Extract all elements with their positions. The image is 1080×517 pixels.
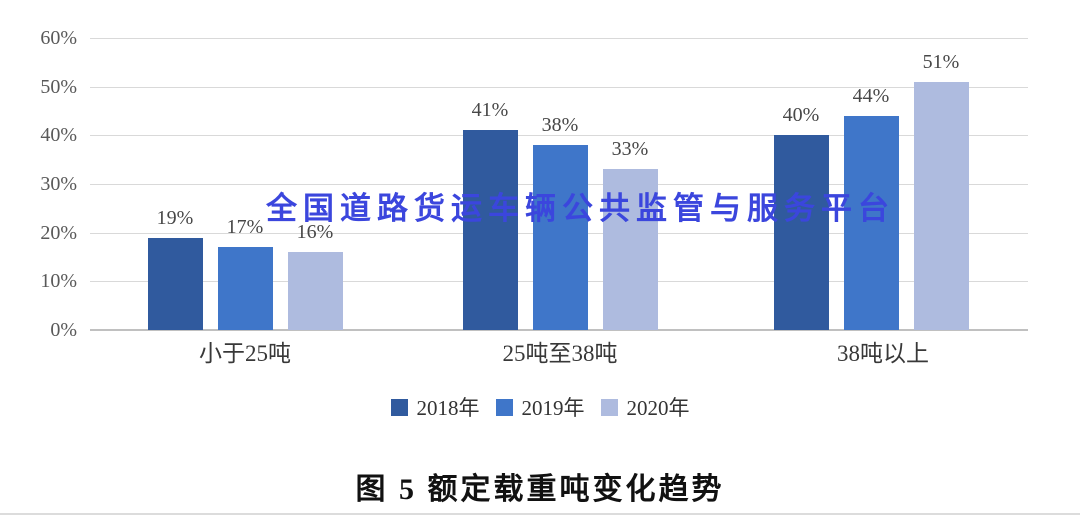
bar-value-label: 51% (922, 50, 960, 73)
x-category-label-38吨以上: 38吨以上 (837, 341, 929, 366)
legend-swatch-icon (495, 398, 513, 416)
bar-2018年-38吨以上 (773, 135, 829, 330)
x-category-label-25吨至38吨: 25吨至38吨 (502, 341, 618, 366)
figure-caption: 图 5 额定载重吨变化趋势 (355, 473, 725, 506)
gridline-50% (90, 86, 1028, 88)
bar-2018年-25吨至38吨 (462, 130, 518, 330)
legend-label: 2019年 (521, 396, 585, 420)
y-tick-label-10%: 10% (40, 270, 77, 293)
watermark-text: 全国道路货运车辆公共监管与服务平台 (266, 191, 895, 226)
gridline-40% (90, 135, 1028, 137)
bar-2019年-25吨至38吨 (532, 145, 588, 330)
chart-legend: 2018年 2019年 2020年 (0, 392, 1080, 422)
bar-2020年-小于25吨 (287, 252, 343, 330)
y-tick-label-0%: 0% (50, 319, 77, 341)
y-tick-label-30%: 30% (40, 173, 77, 195)
legend-swatch-icon (600, 398, 618, 416)
x-category-label-小于25吨: 小于25吨 (199, 341, 291, 366)
bar-value-label: 38% (541, 114, 579, 137)
bar-value-label: 16% (296, 221, 334, 244)
gridline-60% (90, 38, 1028, 39)
bar-2018年-小于25吨 (147, 237, 203, 330)
bar-value-label: 41% (471, 99, 509, 122)
legend-item-2018年: 2018年 (390, 392, 480, 422)
y-tick-label-40%: 40% (40, 124, 77, 147)
bar-2019年-小于25吨 (217, 247, 273, 330)
bar-value-label: 17% (226, 216, 264, 239)
y-tick-label-60%: 60% (40, 27, 77, 49)
legend-label: 2020年 (626, 396, 690, 420)
bottom-divider (0, 513, 1080, 515)
legend-swatch-icon (390, 398, 408, 416)
legend-item-2020年: 2020年 (600, 392, 690, 422)
y-tick-label-20%: 20% (40, 221, 77, 244)
bar-value-label: 40% (782, 104, 820, 127)
bar-value-label: 44% (852, 84, 890, 107)
legend-label: 2018年 (416, 396, 480, 420)
bar-2019年-38吨以上 (843, 115, 899, 330)
legend-item-2019年: 2019年 (495, 392, 585, 422)
x-axis-line (90, 329, 1028, 331)
y-tick-label-50%: 50% (40, 75, 77, 98)
bar-2020年-38吨以上 (913, 81, 969, 330)
bar-2020年-25吨至38吨 (602, 169, 658, 330)
bar-value-label: 33% (611, 138, 649, 161)
bar-value-label: 19% (156, 206, 194, 229)
